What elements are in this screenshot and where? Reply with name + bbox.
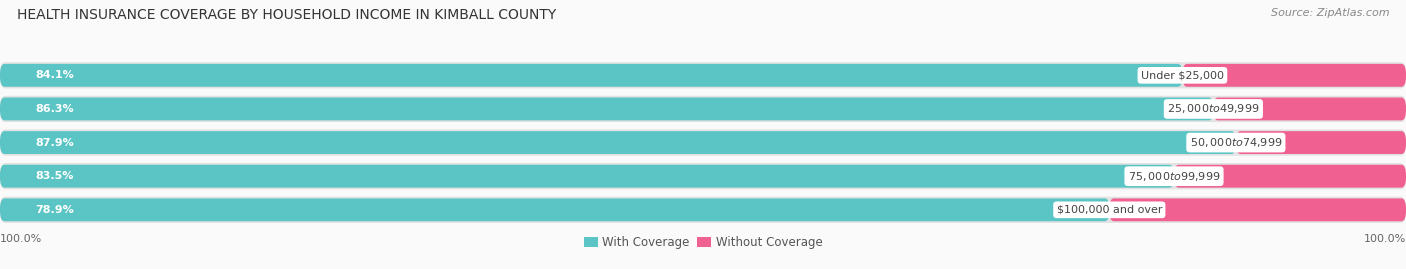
FancyBboxPatch shape bbox=[0, 197, 1406, 223]
FancyBboxPatch shape bbox=[0, 96, 1406, 122]
Legend: With Coverage, Without Coverage: With Coverage, Without Coverage bbox=[579, 231, 827, 253]
FancyBboxPatch shape bbox=[1213, 97, 1406, 121]
Text: 83.5%: 83.5% bbox=[35, 171, 73, 181]
FancyBboxPatch shape bbox=[1236, 131, 1406, 154]
Text: 100.0%: 100.0% bbox=[0, 234, 42, 244]
Text: $100,000 and over: $100,000 and over bbox=[1056, 205, 1163, 215]
Text: Under $25,000: Under $25,000 bbox=[1140, 70, 1225, 80]
FancyBboxPatch shape bbox=[0, 165, 1174, 188]
FancyBboxPatch shape bbox=[0, 131, 1236, 154]
FancyBboxPatch shape bbox=[1109, 199, 1406, 221]
Text: Source: ZipAtlas.com: Source: ZipAtlas.com bbox=[1271, 8, 1389, 18]
FancyBboxPatch shape bbox=[0, 97, 1213, 121]
FancyBboxPatch shape bbox=[0, 163, 1406, 189]
Text: HEALTH INSURANCE COVERAGE BY HOUSEHOLD INCOME IN KIMBALL COUNTY: HEALTH INSURANCE COVERAGE BY HOUSEHOLD I… bbox=[17, 8, 557, 22]
FancyBboxPatch shape bbox=[0, 62, 1406, 89]
Text: 100.0%: 100.0% bbox=[1364, 234, 1406, 244]
Text: 86.3%: 86.3% bbox=[35, 104, 73, 114]
Text: 87.9%: 87.9% bbox=[35, 137, 75, 148]
FancyBboxPatch shape bbox=[1182, 64, 1406, 87]
FancyBboxPatch shape bbox=[0, 129, 1406, 156]
Text: $50,000 to $74,999: $50,000 to $74,999 bbox=[1189, 136, 1282, 149]
FancyBboxPatch shape bbox=[0, 199, 1109, 221]
Text: $75,000 to $99,999: $75,000 to $99,999 bbox=[1128, 170, 1220, 183]
Text: 78.9%: 78.9% bbox=[35, 205, 75, 215]
Text: 84.1%: 84.1% bbox=[35, 70, 75, 80]
FancyBboxPatch shape bbox=[1174, 165, 1406, 188]
Text: $25,000 to $49,999: $25,000 to $49,999 bbox=[1167, 102, 1260, 115]
FancyBboxPatch shape bbox=[0, 64, 1182, 87]
